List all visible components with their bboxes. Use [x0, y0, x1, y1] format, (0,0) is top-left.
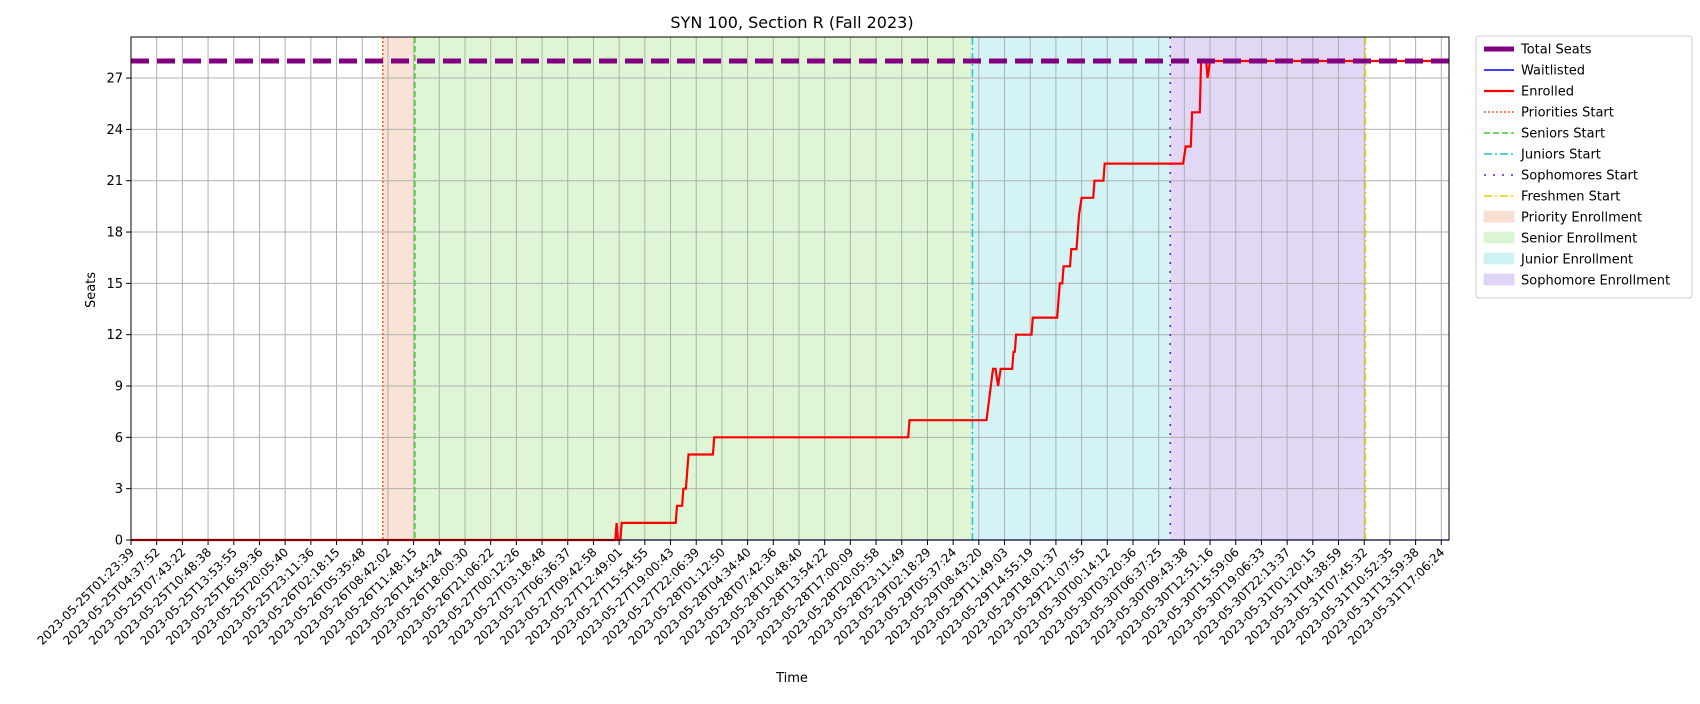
y-tick-label: 15	[106, 277, 123, 292]
phase-span-2	[414, 37, 973, 540]
phase-lines	[382, 37, 1367, 540]
phase-span-3	[972, 37, 1171, 540]
grid-lines	[130, 37, 1449, 541]
legend-label: Sophomore Enrollment	[1521, 274, 1670, 289]
x-axis-label: Time	[775, 671, 808, 686]
y-tick-label: 0	[115, 534, 123, 549]
y-axis-label: Seats	[84, 272, 99, 308]
legend-label: Seniors Start	[1521, 127, 1605, 142]
y-tick-label: 6	[115, 431, 123, 446]
x-axis-ticks: 2023-05-25T01:23:392023-05-25T04:37:5220…	[35, 540, 1447, 648]
legend-swatch	[1483, 273, 1515, 286]
phase-spans	[382, 37, 1366, 540]
legend-label: Total Seats	[1520, 43, 1592, 58]
plot-frame	[130, 36, 1450, 541]
legend-label: Enrolled	[1521, 85, 1574, 100]
y-tick-label: 18	[106, 226, 123, 241]
legend-box	[1475, 35, 1693, 299]
y-tick-label: 21	[106, 174, 123, 189]
y-tick-label: 24	[106, 123, 123, 138]
legend-label: Sophomores Start	[1521, 169, 1638, 184]
legend-label: Freshmen Start	[1521, 190, 1620, 205]
chart-title: SYN 100, Section R (Fall 2023)	[670, 13, 913, 32]
y-axis-ticks: 0 3 6 9 12 15 18 21 24 27	[106, 72, 131, 549]
legend-swatch	[1483, 231, 1515, 244]
y-tick-label: 12	[106, 328, 123, 343]
phase-span-4	[1170, 37, 1366, 540]
legend-swatch	[1483, 252, 1515, 265]
y-tick-label: 3	[115, 482, 123, 497]
legend-label: Juniors Start	[1520, 148, 1601, 163]
series-enrolled	[131, 59, 1449, 542]
y-tick-label: 9	[115, 380, 123, 395]
y-tick-label: 27	[106, 72, 123, 87]
legend-swatch	[1483, 210, 1515, 223]
legend-label: Junior Enrollment	[1520, 253, 1633, 268]
legend-label: Priority Enrollment	[1521, 211, 1642, 226]
legend-label: Priorities Start	[1521, 106, 1614, 121]
legend-label: Waitlisted	[1521, 64, 1585, 79]
legend-label: Senior Enrollment	[1521, 232, 1637, 247]
legend: Total Seats Waitlisted Enrolled Priorities …	[1475, 35, 1693, 299]
